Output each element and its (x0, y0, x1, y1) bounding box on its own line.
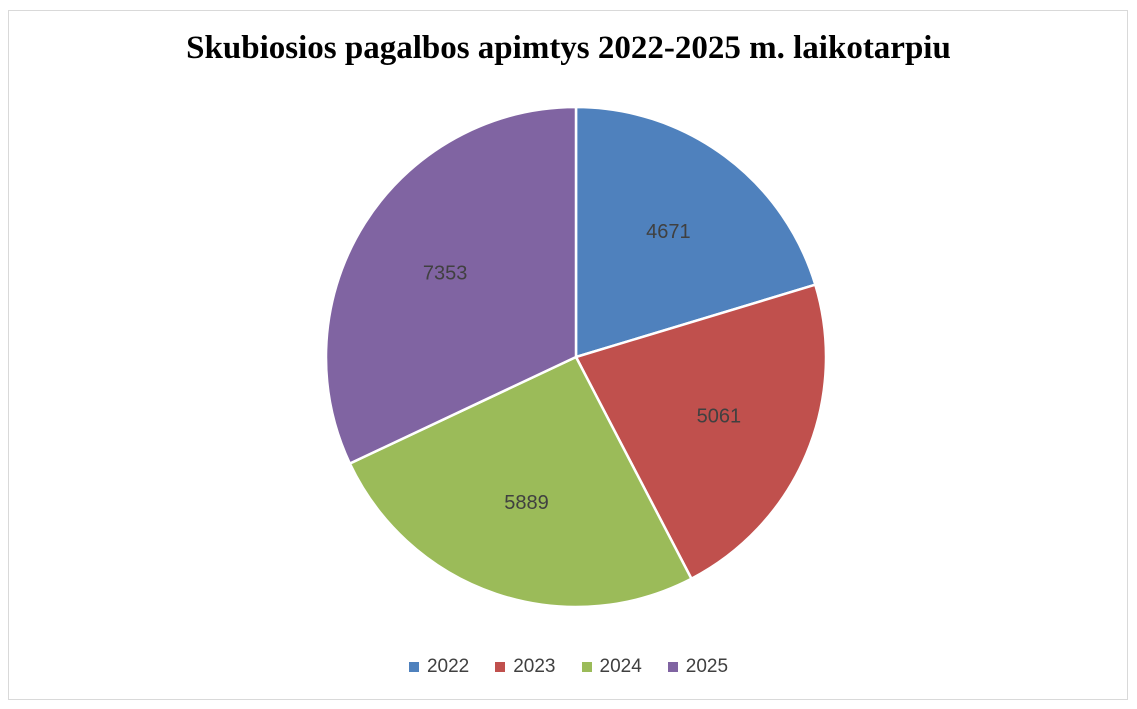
legend-item-2023: 2023 (495, 656, 556, 678)
legend-swatch-2025 (667, 662, 678, 672)
pie-slice-2023 (574, 283, 828, 581)
legend-label-2022: 2022 (426, 656, 470, 677)
legend-swatch-2024 (581, 662, 592, 672)
data-label-2023: 5061 (697, 405, 742, 427)
data-label-2025: 7353 (423, 262, 468, 284)
legend-label-2024: 2024 (599, 656, 642, 677)
chart-title: Skubiosios pagalbos apimtys 2022-2025 m.… (186, 30, 951, 66)
pie-slice-2025 (324, 105, 578, 466)
pie-slice-2022 (574, 105, 817, 359)
legend-swatch-2023 (495, 662, 506, 672)
legend-swatch-2022 (408, 662, 419, 672)
legend-item-2025: 2025 (667, 656, 729, 678)
legend-label-2025: 2025 (685, 656, 729, 677)
data-label-2022: 4671 (646, 221, 691, 243)
legend-item-2022: 2022 (408, 656, 470, 678)
legend-label-2023: 2023 (513, 656, 556, 677)
chart-legend: 2022 2023 2024 2025 (0, 656, 1137, 678)
data-label-2024: 5889 (504, 492, 549, 514)
pie-slice-2024 (348, 355, 694, 609)
legend-item-2024: 2024 (581, 656, 642, 678)
